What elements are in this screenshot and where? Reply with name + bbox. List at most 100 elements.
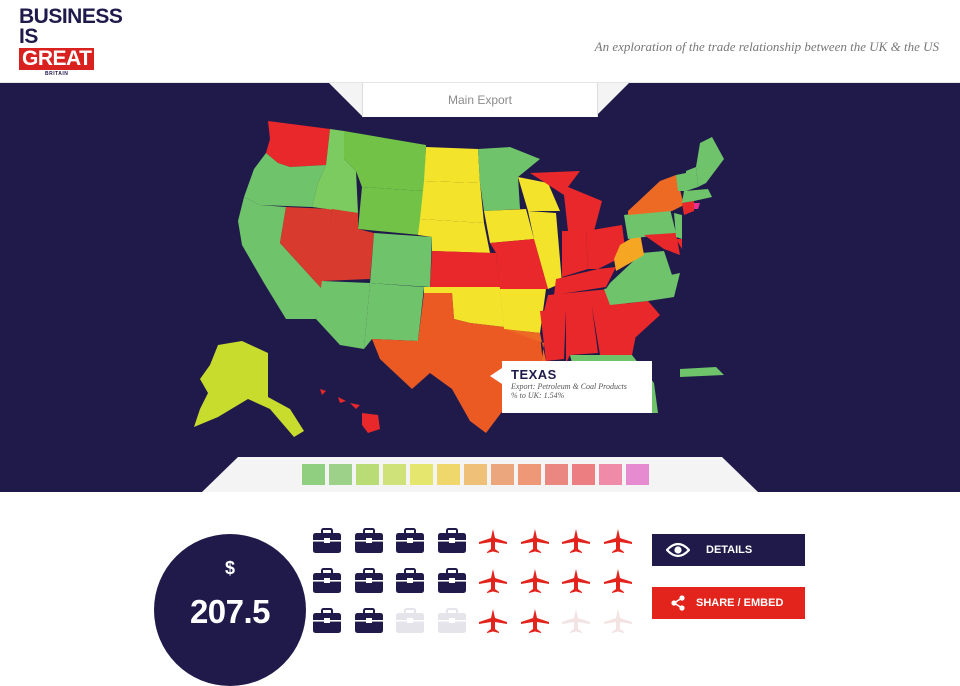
tooltip-share: % to UK: 1.54% xyxy=(511,391,565,400)
briefcase-icon xyxy=(312,528,348,558)
tooltip-export: Export: Petroleum & Coal Products xyxy=(511,382,627,391)
eye-icon xyxy=(664,540,692,560)
state-oregon xyxy=(244,153,326,207)
state-georgia xyxy=(592,305,636,355)
state-wyoming xyxy=(358,187,424,235)
state-kansas xyxy=(430,251,500,287)
state-washington xyxy=(266,121,330,167)
legend-swatch-11 xyxy=(572,464,595,485)
share-icon xyxy=(664,593,692,613)
state-mississippi xyxy=(540,309,566,361)
state-tooltip: TEXAS Export: Petroleum & Coal Products … xyxy=(490,361,652,413)
plane-icon xyxy=(478,528,514,558)
plane-icon-faded xyxy=(561,608,597,638)
state-michigan xyxy=(530,171,602,231)
plane-icon xyxy=(478,608,514,638)
briefcase-icon-faded xyxy=(395,608,431,638)
logo-line-4: BRITAIN xyxy=(45,71,69,77)
legend-swatch-9 xyxy=(518,464,541,485)
briefcase-icon xyxy=(354,528,390,558)
logo-line-2: IS xyxy=(19,25,38,48)
territory-puerto-rico xyxy=(680,367,724,377)
plane-icon xyxy=(520,608,556,638)
summary-section: $ 207.5 DETAILS SHARE / EMBED xyxy=(0,492,960,686)
logo-line-1: BUSINESS xyxy=(19,5,123,28)
state-minnesota xyxy=(478,147,540,211)
briefcase-icon xyxy=(354,568,390,598)
details-button[interactable]: DETAILS xyxy=(652,534,805,566)
legend-swatch-13 xyxy=(626,464,649,485)
state-connecticut xyxy=(682,201,694,215)
tagline: An exploration of the trade relationship… xyxy=(594,39,939,54)
share-embed-label: SHARE / EMBED xyxy=(696,597,784,609)
state-maryland xyxy=(644,233,680,255)
tooltip-state-name: TEXAS xyxy=(511,367,557,382)
state-new-york xyxy=(628,175,684,215)
state-wisconsin xyxy=(518,177,560,211)
state-arizona xyxy=(316,281,370,349)
state-north-dakota xyxy=(424,147,480,183)
state-virginia xyxy=(606,251,672,289)
legend-swatch-3 xyxy=(356,464,379,485)
state-montana xyxy=(344,131,426,191)
value-circle: $ 207.5 xyxy=(154,534,306,686)
state-iowa xyxy=(484,209,534,243)
legend-swatch-12 xyxy=(599,464,622,485)
currency-symbol: $ xyxy=(224,558,235,578)
state-massachusetts xyxy=(682,189,712,203)
state-north-carolina xyxy=(604,273,680,305)
details-label: DETAILS xyxy=(706,544,753,556)
main-export-tab[interactable]: Main Export xyxy=(362,83,598,117)
state-california xyxy=(238,197,322,319)
state-south-dakota xyxy=(420,181,484,223)
briefcase-icon xyxy=(312,568,348,598)
icon-grid xyxy=(312,528,642,640)
map-panel: Main Export xyxy=(0,83,960,492)
plane-icon xyxy=(520,528,556,558)
state-nebraska xyxy=(418,219,490,253)
state-new-jersey xyxy=(674,213,682,239)
us-states-map[interactable] xyxy=(0,83,960,492)
plane-icon xyxy=(561,568,597,598)
state-missouri xyxy=(490,239,548,289)
plane-icon xyxy=(520,568,556,598)
plane-icon xyxy=(561,528,597,558)
legend-swatch-1 xyxy=(302,464,325,485)
state-new-hampshire xyxy=(686,167,698,191)
briefcase-icon xyxy=(395,568,431,598)
state-maine xyxy=(696,137,724,187)
briefcase-icon xyxy=(312,608,348,638)
state-west-virginia xyxy=(614,233,644,271)
briefcase-icon xyxy=(437,528,473,558)
business-is-great-logo[interactable]: BUSINESS IS GREAT BRITAIN xyxy=(19,5,129,77)
state-colorado xyxy=(370,233,432,287)
state-delaware xyxy=(676,239,682,249)
trade-value: 207.5 xyxy=(189,593,271,630)
briefcase-icon xyxy=(395,528,431,558)
state-pennsylvania xyxy=(624,209,676,239)
state-texas xyxy=(372,293,544,433)
state-indiana xyxy=(562,231,588,277)
state-hawaii xyxy=(320,389,380,433)
header: BUSINESS IS GREAT BRITAIN An exploration… xyxy=(0,0,960,83)
plane-icon xyxy=(478,568,514,598)
state-alaska xyxy=(194,341,304,437)
state-arkansas xyxy=(500,289,546,333)
state-new-mexico xyxy=(364,283,424,349)
legend-swatch-8 xyxy=(491,464,514,485)
state-vermont xyxy=(676,173,686,191)
state-kentucky xyxy=(554,267,616,295)
share-embed-button[interactable]: SHARE / EMBED xyxy=(652,587,805,619)
plane-icon xyxy=(603,568,639,598)
legend-swatch-7 xyxy=(464,464,487,485)
state-rhode-island xyxy=(694,203,700,209)
state-nevada xyxy=(280,207,332,289)
state-utah xyxy=(322,209,374,281)
state-south-carolina xyxy=(614,301,660,337)
legend-swatch-5 xyxy=(410,464,433,485)
state-idaho xyxy=(312,129,358,213)
logo-line-3: GREAT xyxy=(19,48,95,70)
state-oklahoma xyxy=(424,287,504,327)
plane-icon-faded xyxy=(603,608,639,638)
legend-swatch-4 xyxy=(383,464,406,485)
